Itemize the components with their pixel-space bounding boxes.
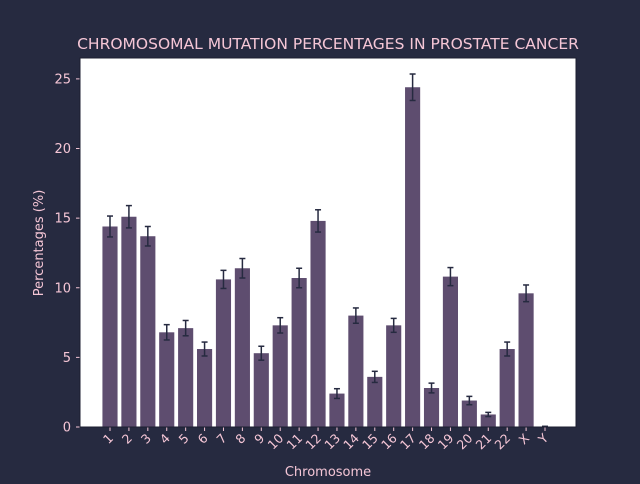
x-tick-label-3: 3	[138, 431, 154, 447]
bar-17	[405, 87, 421, 428]
y-tick-label-10: 10	[54, 281, 71, 296]
x-tick-label-22: 22	[491, 431, 513, 453]
bars-group	[102, 87, 534, 428]
bar-22	[499, 349, 515, 427]
plot-frame	[79, 57, 577, 428]
y-tick-label-5: 5	[63, 351, 71, 366]
x-tick-label-2: 2	[119, 431, 135, 447]
x-tick-label-1: 1	[100, 431, 116, 447]
bar-13	[329, 393, 345, 427]
error-bars-group	[107, 73, 548, 428]
x-tick-label-6: 6	[194, 430, 210, 446]
x-tick-label-4: 4	[157, 430, 173, 446]
bar-10	[272, 325, 288, 427]
y-tick-label-20: 20	[54, 142, 71, 157]
bar-5	[178, 328, 194, 427]
bar-4	[159, 332, 175, 427]
y-tick-label-25: 25	[54, 72, 71, 87]
x-tick-label-Y: Y	[534, 430, 551, 447]
bar-20	[461, 400, 477, 427]
bar-16	[386, 325, 402, 427]
bar-X	[518, 293, 534, 427]
bar-8	[234, 268, 250, 427]
bar-2	[121, 216, 137, 427]
bar-11	[291, 278, 307, 427]
bar-12	[310, 220, 326, 427]
bar-19	[442, 276, 458, 427]
bar-6	[197, 349, 213, 427]
bar-7	[215, 279, 232, 427]
x-tick-label-9: 9	[251, 430, 267, 446]
y-tick-label-0: 0	[63, 421, 71, 436]
bar-9	[253, 353, 269, 427]
x-tick-label-7: 7	[213, 431, 229, 447]
bar-18	[423, 388, 440, 427]
bar-3	[140, 236, 156, 427]
y-axis-label: Percentages (%)	[32, 190, 47, 297]
chart-title: CHROMOSOMAL MUTATION PERCENTAGES IN PROS…	[77, 35, 579, 53]
x-tick-label-5: 5	[176, 431, 192, 447]
bar-15	[367, 376, 383, 427]
x-tick-label-X: X	[516, 430, 533, 447]
bar-1	[102, 226, 118, 427]
x-axis-label: Chromosome	[285, 465, 371, 480]
bar-14	[348, 315, 364, 427]
y-tick-label-15: 15	[54, 212, 71, 227]
bar-21	[480, 414, 496, 427]
x-tick-label-8: 8	[232, 430, 248, 446]
